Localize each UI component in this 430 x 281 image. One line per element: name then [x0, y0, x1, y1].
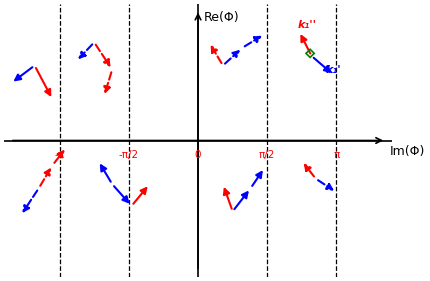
- Text: Im(Φ): Im(Φ): [390, 145, 426, 158]
- Bar: [306, 49, 314, 57]
- Text: -π: -π: [55, 150, 64, 160]
- Text: π: π: [333, 150, 340, 160]
- Text: 0: 0: [195, 150, 201, 160]
- Text: k₁'': k₁'': [298, 20, 317, 30]
- Text: π/2: π/2: [259, 150, 276, 160]
- Text: k₁': k₁': [326, 65, 341, 75]
- Text: Re(Φ): Re(Φ): [203, 11, 239, 24]
- Text: -π/2: -π/2: [119, 150, 139, 160]
